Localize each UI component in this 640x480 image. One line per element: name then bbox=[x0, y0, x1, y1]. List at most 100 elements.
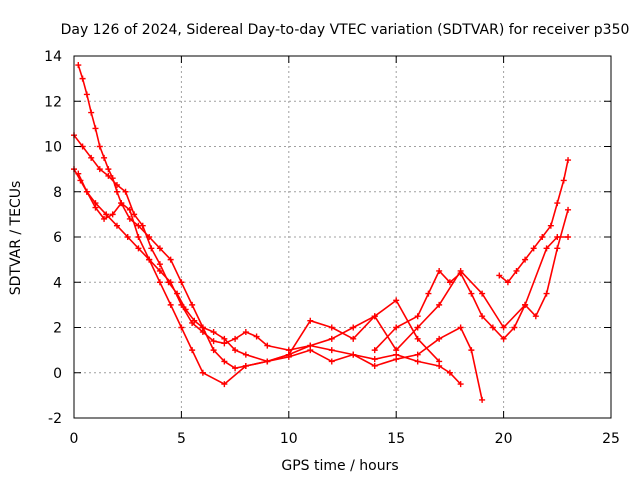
data-point-marker bbox=[221, 381, 228, 388]
data-point-marker bbox=[156, 261, 163, 268]
data-point-marker bbox=[436, 358, 443, 365]
data-point-marker bbox=[191, 317, 198, 324]
data-point-marker bbox=[543, 245, 550, 252]
data-point-marker bbox=[109, 211, 116, 218]
data-point-marker bbox=[479, 290, 486, 297]
data-point-marker bbox=[264, 342, 271, 349]
data-point-marker bbox=[156, 267, 163, 274]
x-tick-label: 25 bbox=[602, 431, 620, 447]
data-point-marker bbox=[350, 324, 357, 331]
data-point-marker bbox=[113, 188, 120, 195]
data-point-marker bbox=[328, 335, 335, 342]
data-point-marker bbox=[496, 272, 503, 279]
data-point-marker bbox=[242, 362, 249, 369]
data-point-marker bbox=[565, 206, 572, 213]
data-point-marker bbox=[371, 362, 378, 369]
data-point-marker bbox=[468, 290, 475, 297]
data-point-marker bbox=[135, 245, 142, 252]
data-point-marker bbox=[479, 313, 486, 320]
data-point-marker bbox=[393, 347, 400, 354]
data-point-marker bbox=[88, 109, 95, 116]
data-point-marker bbox=[307, 342, 314, 349]
data-point-marker bbox=[479, 396, 486, 403]
data-point-marker bbox=[126, 206, 133, 213]
data-point-marker bbox=[79, 75, 86, 82]
data-point-marker bbox=[83, 188, 90, 195]
data-point-marker bbox=[371, 347, 378, 354]
data-point-marker bbox=[232, 365, 239, 372]
data-point-marker bbox=[105, 172, 112, 179]
data-point-marker bbox=[511, 324, 518, 331]
data-point-marker bbox=[393, 356, 400, 363]
series-trace-6 bbox=[498, 159, 569, 284]
data-traces bbox=[71, 62, 572, 403]
x-tick-label: 5 bbox=[177, 431, 186, 447]
data-point-marker bbox=[174, 290, 181, 297]
data-point-marker bbox=[83, 91, 90, 98]
x-axis-label: GPS time / hours bbox=[281, 458, 398, 474]
data-point-marker bbox=[504, 279, 511, 286]
data-point-marker bbox=[189, 301, 196, 308]
data-point-marker bbox=[156, 245, 163, 252]
x-tick-label: 10 bbox=[280, 431, 298, 447]
data-point-marker bbox=[109, 175, 116, 182]
data-point-marker bbox=[414, 351, 421, 358]
data-point-marker bbox=[522, 301, 529, 308]
data-point-marker bbox=[414, 324, 421, 331]
data-point-marker bbox=[522, 256, 529, 263]
data-point-marker bbox=[199, 369, 206, 376]
data-point-marker bbox=[92, 204, 99, 211]
data-point-marker bbox=[242, 351, 249, 358]
data-point-marker bbox=[96, 143, 103, 150]
data-point-marker bbox=[124, 234, 131, 240]
data-point-marker bbox=[414, 313, 421, 320]
data-point-marker bbox=[500, 335, 507, 342]
y-tick-label: 12 bbox=[44, 94, 62, 110]
y-tick-label: 14 bbox=[44, 49, 62, 65]
data-point-marker bbox=[135, 234, 142, 240]
data-point-marker bbox=[232, 347, 239, 354]
data-point-marker bbox=[543, 290, 550, 297]
y-tick-label: 2 bbox=[53, 321, 62, 337]
data-point-marker bbox=[350, 351, 357, 358]
data-point-marker bbox=[199, 324, 206, 331]
data-point-marker bbox=[167, 301, 174, 308]
data-point-marker bbox=[178, 324, 185, 331]
data-point-marker bbox=[457, 381, 464, 388]
data-point-marker bbox=[96, 166, 103, 173]
y-tick-label: 10 bbox=[44, 140, 62, 156]
x-tick-label: 20 bbox=[495, 431, 513, 447]
series-trace-2 bbox=[73, 134, 483, 401]
data-point-marker bbox=[393, 324, 400, 331]
data-point-marker bbox=[242, 329, 249, 336]
data-point-marker bbox=[446, 279, 453, 286]
data-point-marker bbox=[146, 256, 153, 263]
data-point-marker bbox=[565, 234, 572, 240]
data-point-marker bbox=[371, 313, 378, 320]
y-axis-label: SDTVAR / TECUs bbox=[8, 181, 24, 296]
data-point-marker bbox=[446, 369, 453, 376]
data-point-marker bbox=[210, 338, 217, 345]
data-point-marker bbox=[88, 154, 95, 161]
data-point-marker bbox=[264, 358, 271, 365]
data-point-marker bbox=[532, 313, 539, 320]
data-point-marker bbox=[232, 335, 239, 342]
series-trace-4 bbox=[77, 172, 569, 385]
data-point-marker bbox=[221, 335, 228, 342]
data-point-marker bbox=[500, 324, 507, 331]
y-tick-label: 6 bbox=[53, 230, 62, 246]
data-point-marker bbox=[103, 211, 110, 218]
data-point-marker bbox=[101, 154, 108, 161]
data-point-marker bbox=[436, 335, 443, 342]
chart-title: Day 126 of 2024, Sidereal Day-to-day VTE… bbox=[61, 22, 630, 38]
y-tick-label: 8 bbox=[53, 185, 62, 201]
x-tick-labels: 0 5 10 15 20 25 bbox=[70, 431, 620, 447]
x-tick-label: 15 bbox=[387, 431, 405, 447]
axis-ticks bbox=[73, 55, 612, 419]
data-point-marker bbox=[457, 324, 464, 331]
y-tick-label: -2 bbox=[48, 411, 62, 427]
data-point-marker bbox=[554, 200, 561, 207]
data-point-marker bbox=[414, 335, 421, 342]
